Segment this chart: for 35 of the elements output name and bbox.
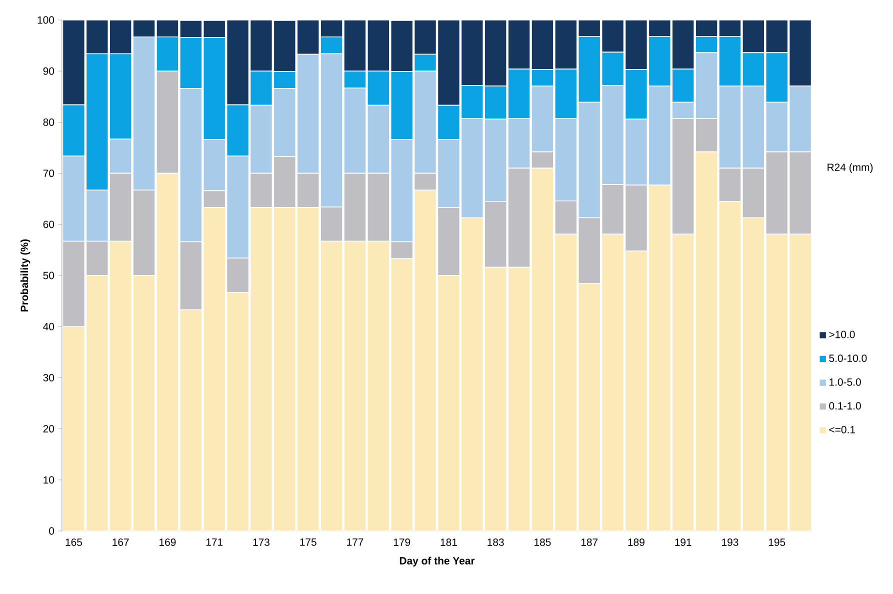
y-tick-label: 40 xyxy=(43,322,54,330)
legend-label: 0.1-1.0 xyxy=(829,402,861,410)
legend-title: R24 (mm) xyxy=(828,163,873,174)
legend-label: 5.0-10.0 xyxy=(829,354,867,362)
x-tick-label: 189 xyxy=(628,538,644,546)
x-tick-label: 173 xyxy=(253,538,270,546)
x-tick-label: 195 xyxy=(768,538,786,546)
y-tick-label: 0 xyxy=(49,527,54,535)
x-tick-label: 187 xyxy=(581,538,598,546)
x-tick-label: 179 xyxy=(394,538,410,546)
legend-label: 1.0-5.0 xyxy=(830,378,861,386)
y-tick-label: 100 xyxy=(38,16,54,24)
x-tick-label: 171 xyxy=(206,538,223,546)
x-tick-label: 185 xyxy=(534,538,551,546)
y-tick-label: 70 xyxy=(43,170,54,178)
y-tick-label: 60 xyxy=(43,220,54,228)
y-tick-label: 10 xyxy=(44,476,54,484)
x-tick-label: 177 xyxy=(347,538,364,546)
legend-label: <=0.1 xyxy=(829,426,855,434)
x-tick-label: 167 xyxy=(112,538,129,546)
legend-label: >10.0 xyxy=(829,330,855,338)
y-tick-label: 20 xyxy=(43,425,54,433)
y-tick-label: 50 xyxy=(43,272,54,280)
y-axis-title: Probability (%) xyxy=(20,239,30,312)
y-tick-label: 80 xyxy=(43,118,54,126)
x-tick-label: 183 xyxy=(488,538,504,546)
x-tick-label: 169 xyxy=(160,538,176,546)
y-tick-label: 90 xyxy=(43,67,54,75)
y-tick-label: 30 xyxy=(43,374,54,382)
x-axis-title: Day of the Year xyxy=(400,556,475,567)
x-tick-label: 193 xyxy=(722,538,738,546)
x-tick-label: 175 xyxy=(300,538,316,546)
x-tick-label: 191 xyxy=(675,538,692,546)
x-tick-label: 165 xyxy=(66,538,82,546)
x-tick-label: 181 xyxy=(440,538,457,546)
